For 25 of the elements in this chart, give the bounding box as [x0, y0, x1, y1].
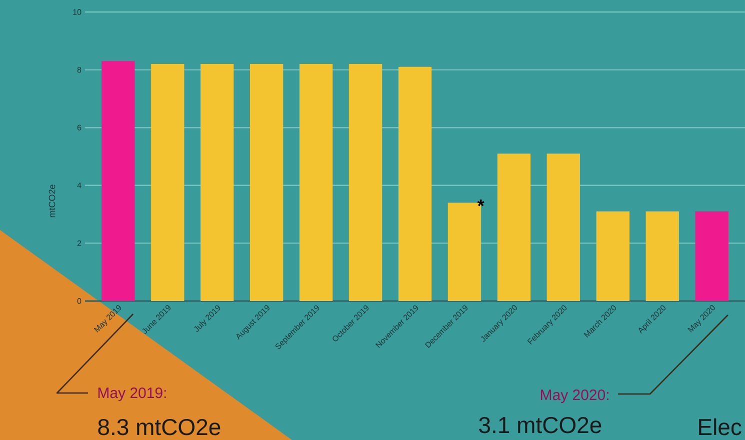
bar — [646, 211, 679, 301]
bar — [151, 64, 184, 301]
bar — [102, 61, 135, 301]
y-tick-label: 0 — [77, 298, 82, 304]
y-tick-label: 8 — [77, 66, 82, 73]
bar — [299, 64, 333, 301]
y-tick-label: 4 — [77, 182, 82, 188]
y-tick-label: 2 — [77, 240, 82, 246]
bar — [200, 64, 234, 301]
text: 8.3 mtCO2e — [98, 418, 220, 436]
bar — [596, 211, 630, 301]
text: Elec — [699, 418, 742, 436]
bar — [695, 211, 728, 301]
text: May 2019: — [98, 388, 166, 402]
bar — [348, 64, 382, 301]
y-axis-title: mtCO2e — [48, 184, 56, 218]
text: 3.1 mtCO2e — [479, 416, 602, 434]
y-tick-label: 6 — [77, 124, 82, 130]
bar — [497, 154, 531, 301]
bar — [250, 64, 284, 301]
text: May 2020: — [540, 390, 608, 404]
bar — [398, 66, 432, 301]
annotation: * — [477, 200, 484, 206]
bar — [546, 154, 580, 301]
y-tick-label: 10 — [73, 9, 82, 15]
